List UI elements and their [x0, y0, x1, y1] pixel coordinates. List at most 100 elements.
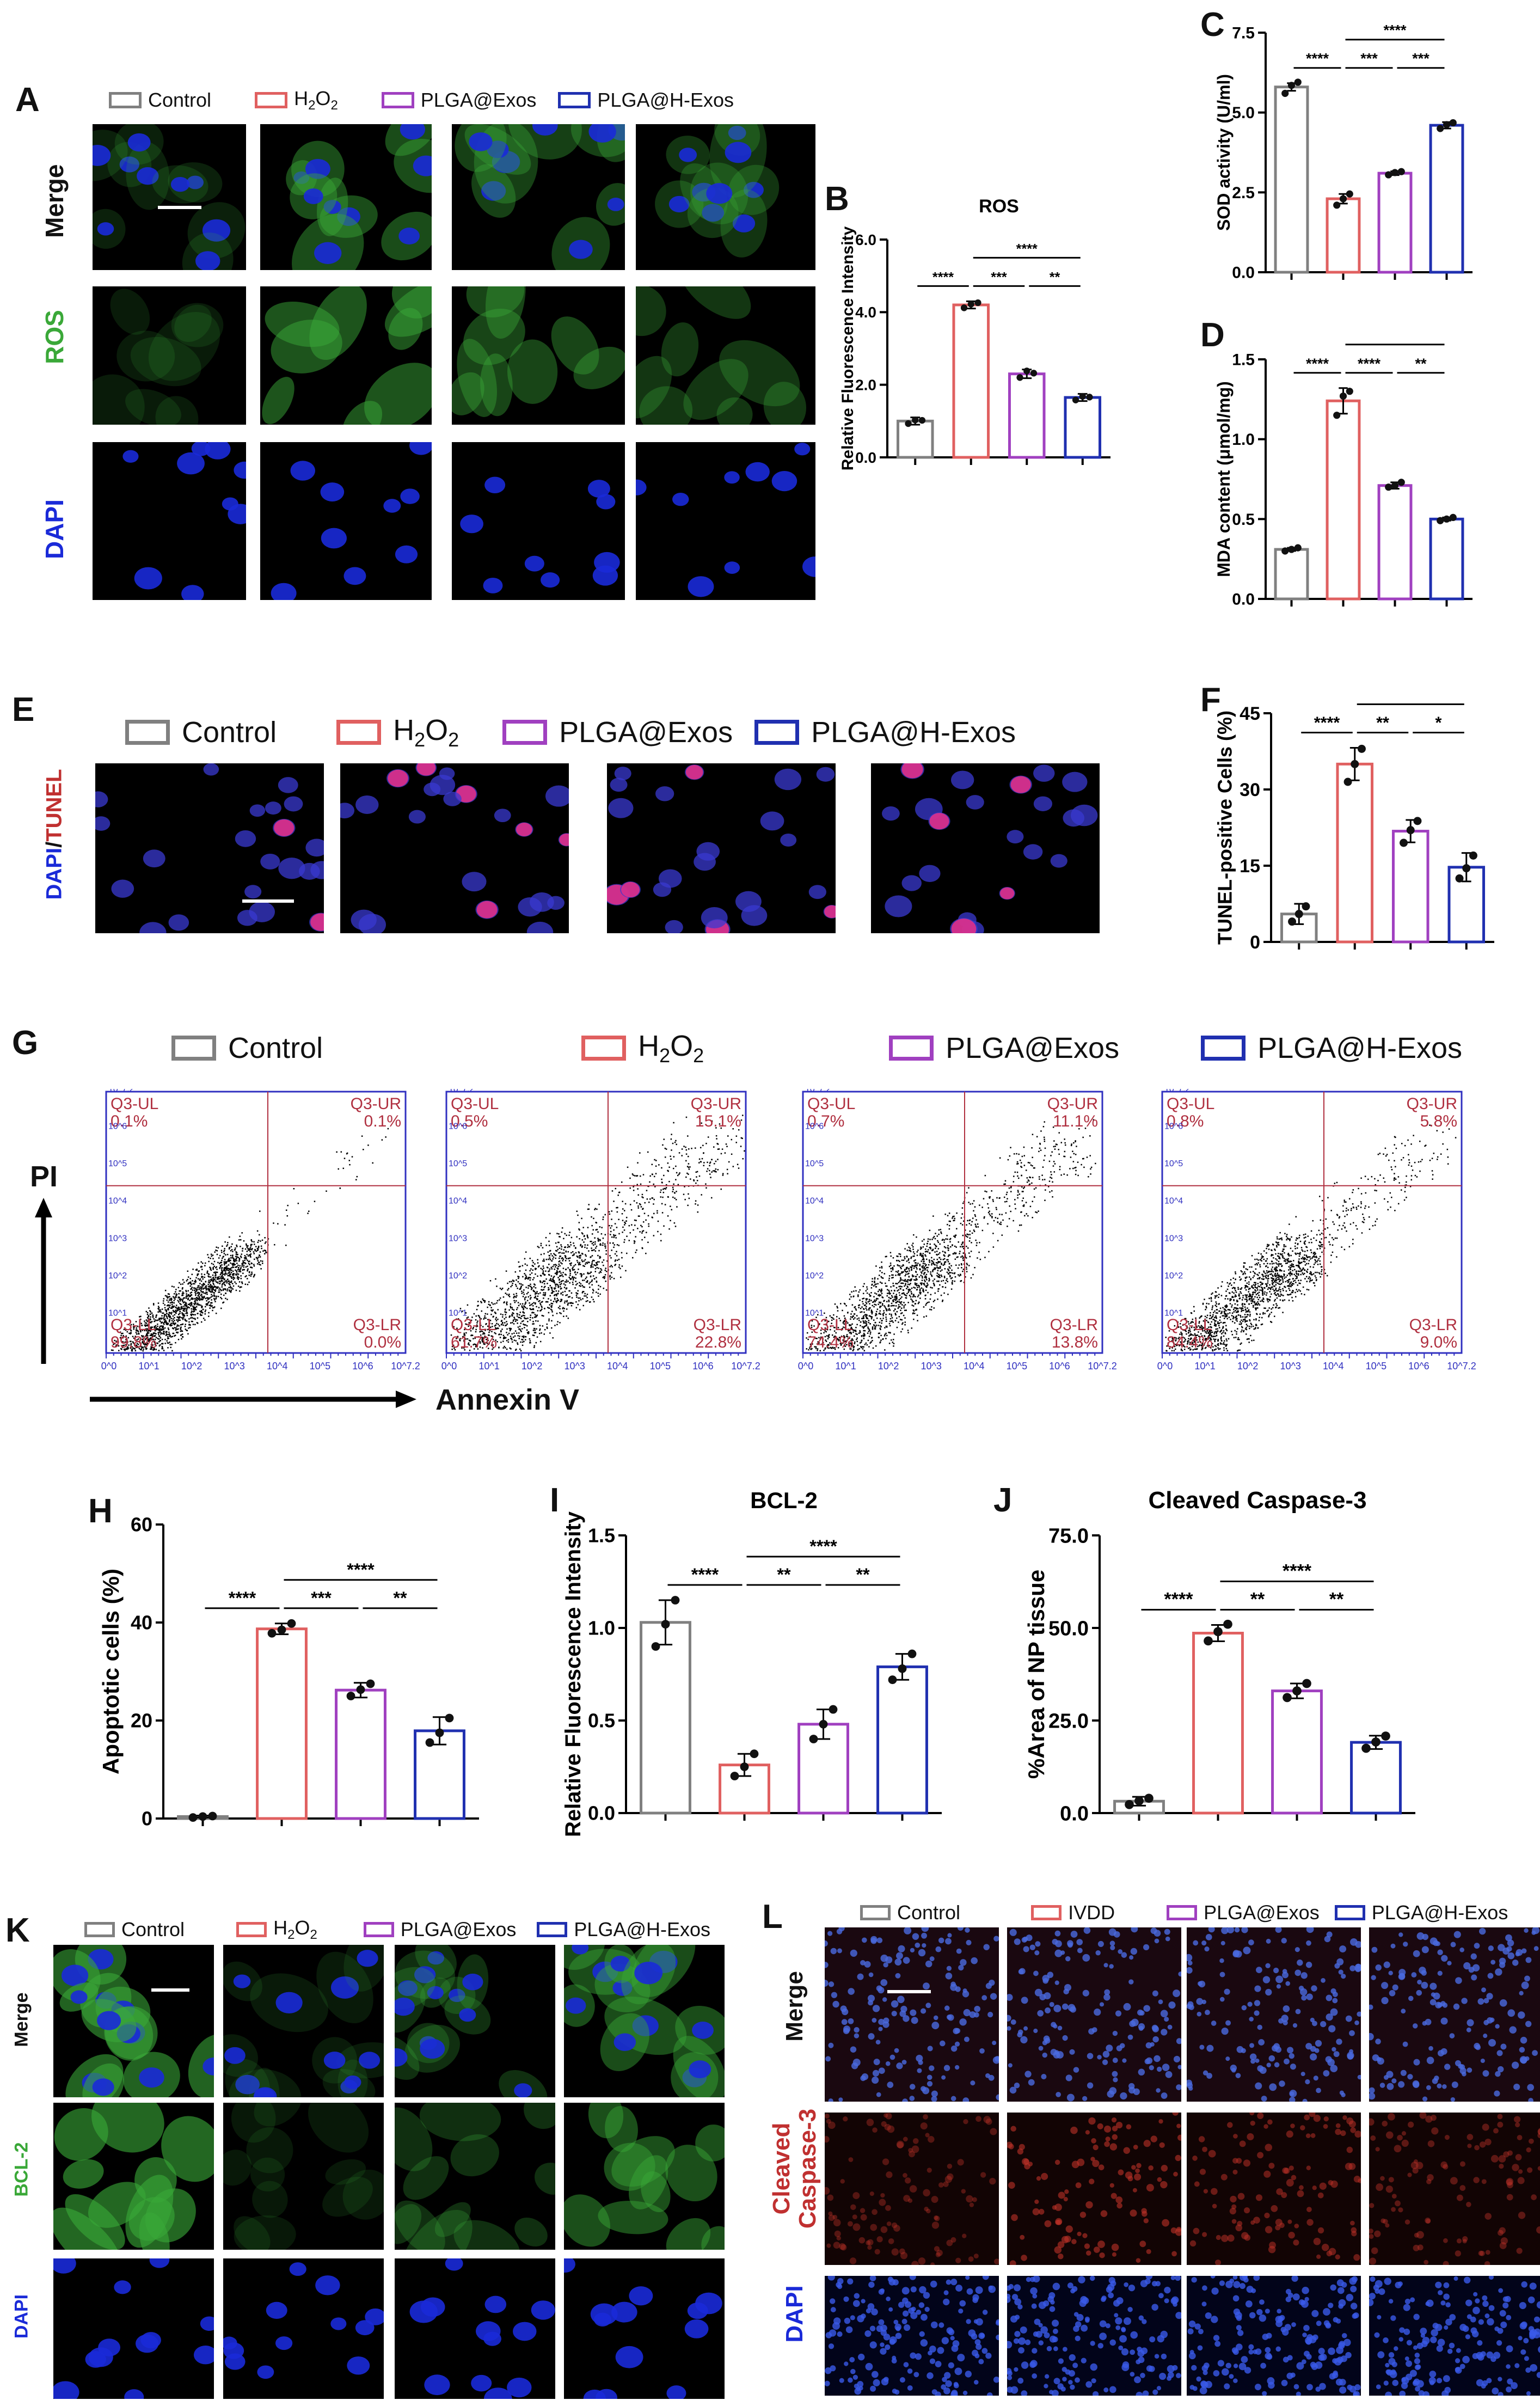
event-dot: [194, 1287, 196, 1289]
event-dot: [523, 1320, 524, 1322]
event-dot: [944, 1252, 946, 1254]
event-dot: [847, 1338, 849, 1339]
event-dot: [217, 1287, 218, 1289]
event-dot: [685, 1160, 687, 1162]
event-dot: [819, 1323, 820, 1325]
event-dot: [173, 1296, 174, 1297]
event-dot: [193, 1287, 195, 1289]
event-dot: [180, 1324, 182, 1326]
event-dot: [632, 1257, 634, 1259]
event-dot: [902, 1289, 904, 1291]
cells-image: [122, 442, 246, 600]
event-dot: [187, 1306, 189, 1308]
event-dot: [621, 1213, 623, 1215]
event-dot: [515, 1300, 517, 1302]
event-dot: [854, 1343, 856, 1345]
event-dot: [904, 1256, 905, 1258]
event-dot: [872, 1327, 874, 1329]
event-dot: [149, 1310, 151, 1312]
event-dot: [221, 1266, 223, 1269]
legend-label-h2o2: H2O2: [294, 87, 338, 113]
event-dot: [966, 1192, 968, 1193]
event-dot: [842, 1342, 844, 1344]
event-dot: [228, 1289, 230, 1291]
event-dot: [974, 1214, 976, 1216]
event-dot: [157, 1325, 158, 1327]
event-dot: [482, 1298, 483, 1300]
event-dot: [973, 1230, 975, 1232]
event-dot: [568, 1276, 570, 1278]
event-dot: [893, 1299, 895, 1301]
event-dot: [199, 1292, 200, 1294]
event-dot: [714, 1170, 716, 1172]
event-dot: [513, 1309, 515, 1311]
event-dot: [526, 1293, 528, 1295]
event-dot: [214, 1278, 216, 1280]
event-dot: [195, 1306, 198, 1308]
event-dot: [149, 1319, 151, 1321]
event-dot: [903, 1302, 905, 1303]
event-dot: [535, 1302, 536, 1304]
event-dot: [548, 1258, 549, 1260]
event-dot: [548, 1254, 550, 1257]
event-dot: [203, 1295, 205, 1297]
event-dot: [897, 1301, 899, 1302]
event-dot: [336, 1151, 338, 1153]
event-dot: [166, 1313, 168, 1314]
event-dot: [145, 1328, 147, 1330]
event-dot: [559, 1257, 560, 1259]
event-dot: [515, 1296, 517, 1298]
x-tick-label: 10^4: [607, 1361, 628, 1372]
event-dot: [1031, 1147, 1033, 1149]
event-dot: [240, 1256, 242, 1257]
event-dot: [888, 1343, 891, 1344]
event-dot: [192, 1268, 194, 1270]
event-dot: [157, 1328, 158, 1330]
event-dot: [859, 1299, 861, 1301]
event-dot: [913, 1260, 915, 1262]
event-dot: [705, 1183, 707, 1185]
event-dot: [673, 1222, 676, 1224]
event-dot: [575, 1274, 577, 1276]
event-dot: [225, 1297, 226, 1300]
event-dot: [661, 1178, 662, 1180]
event-dot: [121, 1346, 124, 1348]
event-dot: [873, 1325, 875, 1327]
event-dot: [168, 1321, 170, 1323]
event-dot: [891, 1295, 893, 1297]
event-dot: [519, 1288, 521, 1290]
event-dot: [214, 1251, 216, 1253]
event-dot: [160, 1311, 162, 1313]
event-dot: [1063, 1155, 1065, 1158]
event-dot: [185, 1312, 187, 1314]
event-dot: [852, 1296, 854, 1297]
micrograph-image: [871, 763, 1100, 933]
event-dot: [186, 1311, 188, 1313]
event-dot: [549, 1268, 551, 1270]
event-dot: [243, 1261, 244, 1263]
event-dot: [591, 1247, 592, 1249]
event-dot: [937, 1260, 939, 1263]
event-dot: [232, 1264, 234, 1266]
event-dot: [575, 1284, 577, 1286]
event-dot: [850, 1344, 852, 1345]
event-dot: [490, 1307, 492, 1309]
event-dot: [150, 1328, 152, 1330]
event-dot: [859, 1289, 861, 1291]
event-dot: [488, 1301, 490, 1303]
event-dot: [133, 1343, 135, 1345]
event-dot: [486, 1343, 488, 1344]
event-dot: [539, 1275, 542, 1276]
event-dot: [477, 1305, 479, 1307]
event-dot: [959, 1251, 961, 1252]
event-dot: [950, 1277, 952, 1279]
event-dot: [194, 1283, 195, 1285]
event-dot: [242, 1272, 244, 1274]
event-dot: [964, 1229, 966, 1231]
cell-body: [391, 286, 432, 319]
event-dot: [159, 1318, 161, 1319]
event-dot: [974, 1206, 976, 1208]
event-dot: [558, 1241, 560, 1244]
event-dot: [154, 1344, 156, 1345]
event-dot: [811, 1326, 813, 1328]
